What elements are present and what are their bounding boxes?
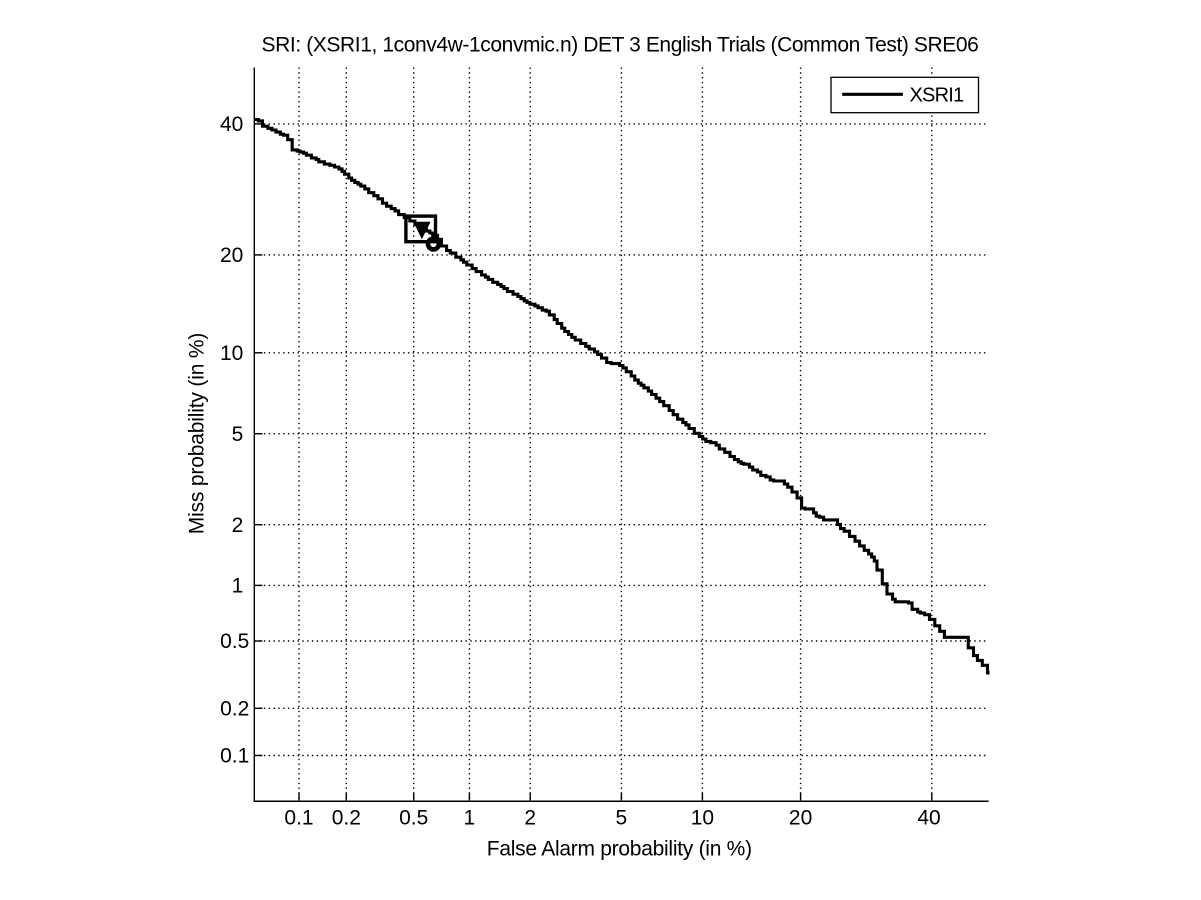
svg-text:2: 2 <box>232 514 244 537</box>
svg-text:XSRI1: XSRI1 <box>910 84 964 106</box>
svg-text:2: 2 <box>524 807 536 830</box>
svg-text:0.1: 0.1 <box>284 807 313 830</box>
svg-text:0.2: 0.2 <box>332 807 361 830</box>
svg-text:0.1: 0.1 <box>220 745 249 768</box>
svg-text:0.5: 0.5 <box>399 807 428 830</box>
svg-text:0.5: 0.5 <box>220 630 249 653</box>
svg-text:40: 40 <box>220 113 243 136</box>
svg-text:0.2: 0.2 <box>220 698 249 721</box>
svg-text:1: 1 <box>464 807 476 830</box>
svg-text:20: 20 <box>220 244 243 267</box>
svg-text:20: 20 <box>789 807 812 830</box>
svg-text:5: 5 <box>232 423 244 446</box>
svg-text:False Alarm probability (in %): False Alarm probability (in %) <box>487 838 752 861</box>
svg-text:10: 10 <box>220 342 243 365</box>
svg-text:40: 40 <box>917 807 940 830</box>
svg-text:10: 10 <box>691 807 714 830</box>
svg-text:5: 5 <box>616 807 628 830</box>
svg-text:1: 1 <box>232 575 244 598</box>
svg-text:Miss probability (in %): Miss probability (in %) <box>186 333 209 534</box>
svg-text:SRI: (XSRI1, 1conv4w-1convmic.: SRI: (XSRI1, 1conv4w-1convmic.n) DET 3 E… <box>262 33 979 56</box>
